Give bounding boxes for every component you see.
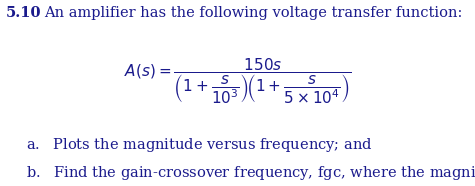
Text: b.$\;$  Find the gain-crossover frequency, fgc, where the magnitude: b.$\;$ Find the gain-crossover frequency… <box>26 164 475 182</box>
Text: An amplifier has the following voltage transfer function:: An amplifier has the following voltage t… <box>44 6 462 20</box>
Text: a.$\;$  Plots the magnitude versus frequency; and: a.$\;$ Plots the magnitude versus freque… <box>26 136 373 154</box>
Text: $\mathit{A}(s) = \dfrac{150s}{\left(1+\dfrac{s}{10^3}\right)\!\left(1+\dfrac{s}{: $\mathit{A}(s) = \dfrac{150s}{\left(1+\d… <box>124 56 352 106</box>
Text: 5.10: 5.10 <box>6 6 42 20</box>
